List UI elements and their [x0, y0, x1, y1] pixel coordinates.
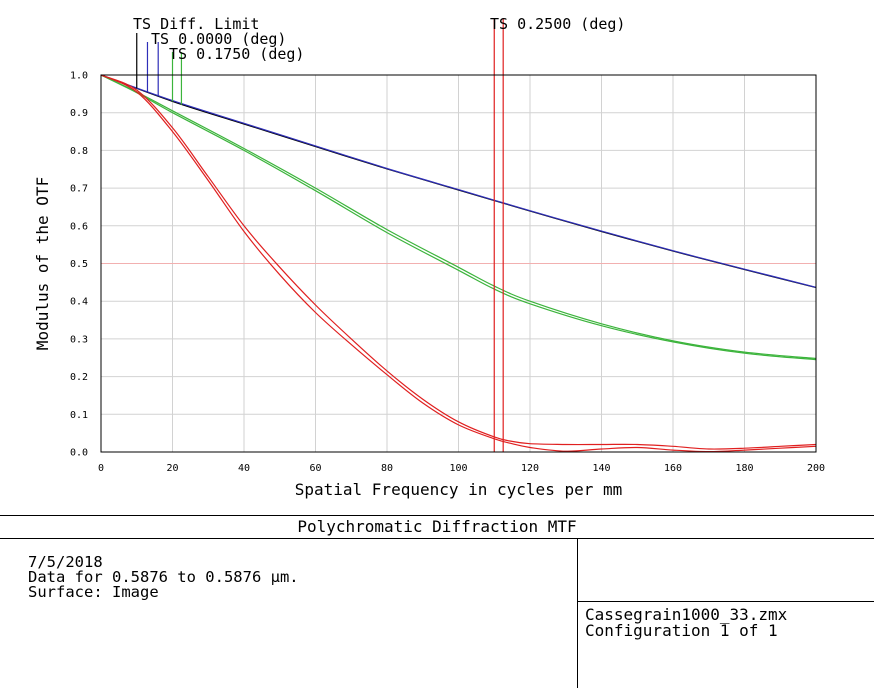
- x-tick-label: 80: [381, 463, 393, 474]
- y-tick-label: 0.3: [70, 334, 88, 345]
- x-tick-labels: 0 20 40 60 80 100 120 140 160 180 200: [98, 463, 825, 474]
- x-tick-label: 180: [735, 463, 753, 474]
- y-tick-label: 0.4: [70, 297, 88, 308]
- y-tick-label: 1.0: [70, 71, 88, 82]
- info-block: 7/5/2018 Data for 0.5876 to 0.5876 µm. S…: [28, 553, 299, 601]
- x-tick-label: 20: [166, 463, 178, 474]
- x-tick-label: 40: [238, 463, 250, 474]
- footer-title-rule: [0, 538, 874, 539]
- file-name: Cassegrain1000_33.zmx: [585, 605, 788, 624]
- mtf-chart: 0 20 40 60 80 100 120 140 160 180 200 0.0 0.1 0.2 0.3…: [33, 15, 825, 499]
- legend-label: TS 0.2500 (deg): [490, 15, 625, 33]
- surface-text: Surface: Image: [28, 583, 159, 601]
- footer-top-rule: [0, 515, 874, 516]
- y-tick-label: 0.1: [70, 410, 88, 421]
- mtf-curve: [100, 74, 817, 360]
- x-tick-label: 140: [592, 463, 610, 474]
- mtf-curve: [100, 74, 817, 453]
- x-tick-label: 60: [309, 463, 321, 474]
- mtf-curve: [100, 74, 817, 450]
- x-tick-label: 100: [449, 463, 467, 474]
- y-tick-label: 0.6: [70, 221, 88, 232]
- date-text: 7/5/2018: [28, 553, 103, 571]
- y-tick-label: 0.7: [70, 184, 88, 195]
- legend-label: TS 0.0000 (deg): [151, 30, 286, 48]
- data-range-text: Data for 0.5876 to 0.5876 µm.: [28, 568, 299, 586]
- plot-frame: [100, 74, 817, 453]
- footer-file-rule: [577, 601, 874, 602]
- footer-title: Polychromatic Diffraction MTF: [297, 517, 577, 536]
- legend-label: TS 0.1750 (deg): [169, 45, 304, 63]
- y-tick-label: 0.8: [70, 146, 88, 157]
- mtf-curve: [100, 74, 817, 361]
- x-tick-label: 120: [521, 463, 539, 474]
- x-axis-label: Spatial Frequency in cycles per mm: [295, 480, 623, 499]
- x-tick-label: 200: [807, 463, 825, 474]
- y-tick-labels: 0.0 0.1 0.2 0.3 0.4 0.5 0.6 0.7 0.8 0.9 1.0: [70, 71, 88, 459]
- legend-markers: [136, 18, 504, 452]
- y-tick-label: 0.5: [70, 259, 88, 270]
- file-block: Cassegrain1000_33.zmx Configuration 1 of…: [585, 607, 787, 639]
- chart-grid: [101, 75, 816, 452]
- y-tick-label: 0.0: [70, 448, 88, 459]
- legend-label: TS Diff. Limit: [133, 15, 259, 33]
- x-tick-label: 0: [98, 463, 104, 474]
- y-axis-label: Modulus of the OTF: [33, 177, 52, 350]
- x-tick-label: 160: [664, 463, 682, 474]
- configuration-text: Configuration 1 of 1: [585, 621, 778, 640]
- y-tick-label: 0.2: [70, 372, 88, 383]
- mtf-curve: [100, 74, 817, 288]
- footer-divider: [577, 538, 578, 688]
- y-tick-label: 0.9: [70, 108, 88, 119]
- mtf-curves: [100, 74, 817, 453]
